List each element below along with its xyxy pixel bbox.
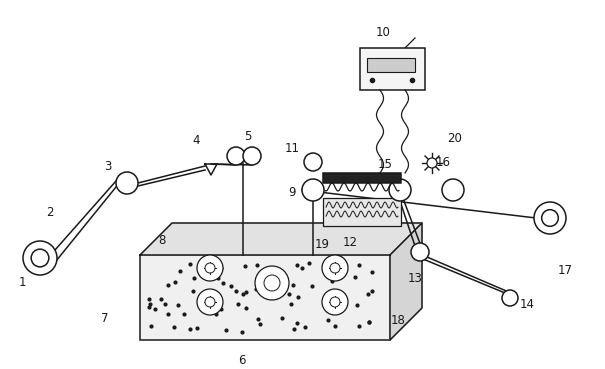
Circle shape bbox=[389, 179, 411, 201]
FancyBboxPatch shape bbox=[323, 173, 401, 183]
Text: 5: 5 bbox=[244, 131, 252, 144]
Text: 11: 11 bbox=[284, 141, 299, 155]
Text: 17: 17 bbox=[557, 263, 572, 276]
Text: 7: 7 bbox=[101, 311, 109, 324]
Circle shape bbox=[502, 290, 518, 306]
Circle shape bbox=[197, 255, 223, 281]
FancyBboxPatch shape bbox=[367, 58, 415, 72]
Circle shape bbox=[442, 179, 464, 201]
Circle shape bbox=[264, 275, 280, 291]
Circle shape bbox=[322, 255, 348, 281]
Circle shape bbox=[330, 297, 340, 307]
FancyBboxPatch shape bbox=[323, 198, 401, 226]
Circle shape bbox=[541, 210, 558, 226]
Text: 8: 8 bbox=[159, 234, 166, 246]
Circle shape bbox=[304, 153, 322, 171]
Circle shape bbox=[322, 289, 348, 315]
Text: 12: 12 bbox=[342, 235, 358, 248]
Text: 16: 16 bbox=[436, 155, 451, 169]
Text: 4: 4 bbox=[192, 134, 200, 146]
FancyBboxPatch shape bbox=[140, 255, 390, 340]
Circle shape bbox=[427, 158, 437, 168]
Text: 9: 9 bbox=[288, 186, 296, 199]
Polygon shape bbox=[140, 223, 422, 255]
Text: 3: 3 bbox=[104, 161, 112, 173]
Circle shape bbox=[411, 243, 429, 261]
Text: 13: 13 bbox=[408, 272, 422, 284]
Circle shape bbox=[205, 263, 215, 273]
Text: 10: 10 bbox=[376, 25, 390, 38]
Text: 2: 2 bbox=[46, 207, 54, 220]
Text: 20: 20 bbox=[448, 131, 462, 145]
Text: 15: 15 bbox=[378, 159, 393, 172]
Text: 14: 14 bbox=[520, 299, 534, 311]
Circle shape bbox=[243, 147, 261, 165]
Circle shape bbox=[197, 289, 223, 315]
Circle shape bbox=[534, 202, 566, 234]
Circle shape bbox=[23, 241, 57, 275]
Text: 1: 1 bbox=[18, 276, 26, 289]
Text: 19: 19 bbox=[315, 238, 330, 252]
FancyBboxPatch shape bbox=[360, 48, 425, 90]
Circle shape bbox=[255, 266, 289, 300]
Circle shape bbox=[31, 249, 49, 267]
Text: 18: 18 bbox=[391, 314, 405, 327]
Circle shape bbox=[330, 263, 340, 273]
Polygon shape bbox=[390, 223, 422, 340]
Circle shape bbox=[116, 172, 138, 194]
Circle shape bbox=[227, 147, 245, 165]
Circle shape bbox=[302, 179, 324, 201]
Text: 6: 6 bbox=[238, 354, 246, 366]
Circle shape bbox=[205, 297, 215, 307]
